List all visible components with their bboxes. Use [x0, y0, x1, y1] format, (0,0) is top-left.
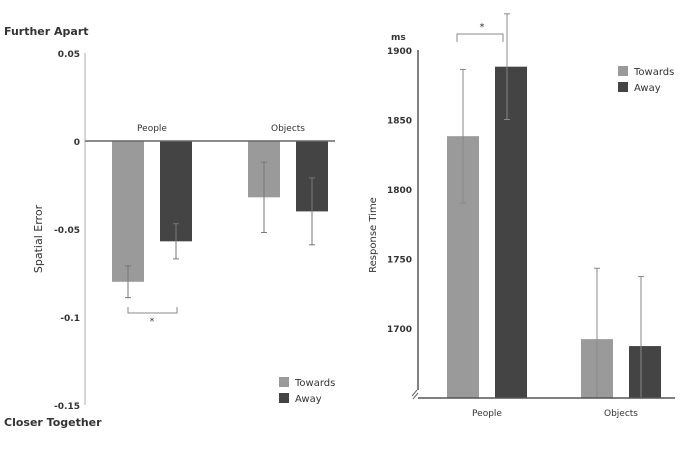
y-tick-label: 1900: [387, 47, 412, 57]
bar-towards-people: [112, 141, 144, 282]
y-tick-label: 1850: [387, 117, 412, 127]
significance-star: *: [150, 317, 155, 327]
y-tick-label: 0.05: [58, 50, 80, 60]
category-label: People: [472, 409, 502, 419]
y-axis-label: Response Time: [368, 197, 379, 273]
y-tick-label: 0: [74, 138, 80, 148]
significance-bracket: [127, 307, 178, 314]
legend-label-away: Away: [295, 394, 322, 405]
legend-swatch-away: [279, 393, 289, 403]
response-time-chart: ms 1900 1850 1800 1750 1700 Response Time Peopl…: [345, 0, 683, 445]
spatial-error-chart: Further Apart Closer Together 0.05 0 -0.05 -0…: [4, 25, 335, 429]
bar-away-objects: [629, 346, 661, 398]
y-tick-label: 1750: [387, 256, 412, 266]
y-tick-label: 1700: [387, 325, 412, 335]
y-tick-label: 1800: [387, 186, 412, 196]
significance-star: *: [480, 22, 485, 33]
axis-break-icon: [411, 389, 419, 400]
response-time-plot: ms 1900 1850 1800 1750 1700 Response Time Peopl…: [368, 13, 675, 419]
closer-together-label: Closer Together: [4, 416, 102, 429]
y-tick-label: -0.15: [54, 402, 80, 412]
legend-label-towards: Towards: [633, 67, 674, 78]
unit-label: ms: [391, 33, 406, 43]
bar-away-people: [495, 66, 527, 399]
y-tick-label: -0.05: [54, 226, 80, 236]
further-apart-label: Further Apart: [4, 25, 89, 38]
category-label: People: [137, 124, 167, 134]
legend-swatch-towards: [618, 66, 628, 76]
category-label: Objects: [604, 409, 638, 419]
legend-label-towards: Towards: [294, 378, 335, 389]
significance-bracket: [456, 33, 504, 42]
y-tick-label: -0.1: [60, 314, 80, 324]
legend-swatch-towards: [279, 377, 289, 387]
legend-swatch-away: [618, 82, 628, 92]
spatial-error-plot: Further Apart Closer Together 0.05 0 -0.05 -0…: [4, 25, 335, 429]
category-label: Objects: [271, 124, 305, 134]
legend-label-away: Away: [634, 83, 661, 94]
y-axis-label: Spatial Error: [32, 204, 45, 273]
